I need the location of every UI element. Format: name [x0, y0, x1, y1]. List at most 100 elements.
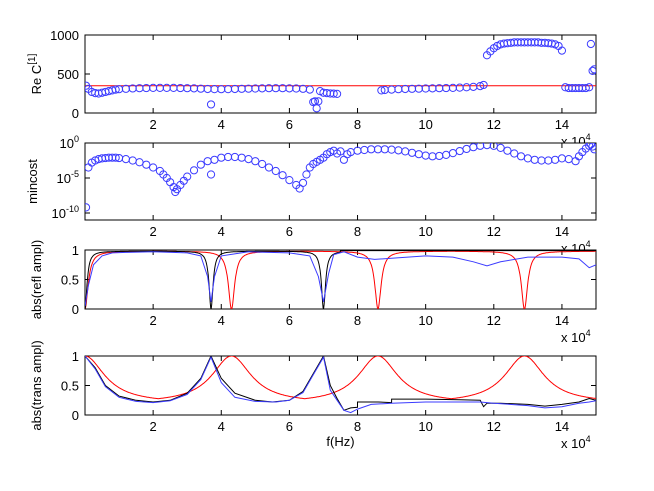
y-tick-label: 500	[57, 67, 79, 82]
data-point	[183, 172, 192, 181]
data-point	[581, 83, 590, 93]
y-tick-base: 10	[60, 136, 74, 151]
x-exponent-label: x 104	[561, 328, 591, 345]
x-tick-label: 2	[150, 419, 157, 434]
axes-box	[84, 142, 597, 221]
data-point	[258, 159, 267, 169]
data-layer	[85, 143, 596, 212]
x-exponent-label: x 104	[561, 434, 591, 451]
x-tick-label: 6	[286, 313, 293, 328]
data-point	[329, 89, 338, 98]
y-tick-label: 10-10	[52, 204, 79, 221]
y-tick-base: 10	[52, 206, 66, 221]
data-point	[377, 86, 386, 95]
y-tick-label: 0	[72, 302, 79, 317]
x-exponent-power: 4	[586, 239, 591, 249]
x-tick-label: 6	[286, 419, 293, 434]
y-axis-label-text: abs(refl ampl)	[29, 240, 44, 319]
x-tick-label: 10	[418, 419, 432, 434]
y-axis-label-text: mincost	[25, 159, 40, 204]
data-point	[111, 85, 120, 94]
series-line-blue	[85, 356, 596, 414]
y-axis-label: abs(trans ampl)	[29, 340, 44, 430]
axes-box	[84, 34, 597, 114]
data-layer	[85, 250, 596, 309]
y-tick-exp: 0	[74, 134, 79, 144]
y-tick-label: 1000	[50, 28, 79, 43]
data-point	[336, 147, 345, 156]
y-axis-label: mincost	[25, 159, 40, 204]
x-tick-label: 2	[150, 313, 157, 328]
x-tick-label: 6	[286, 117, 293, 132]
x-tick-label: 12	[487, 224, 501, 239]
series-line-blue	[85, 251, 596, 307]
data-point	[302, 170, 311, 179]
x-tick-label: 10	[418, 224, 432, 239]
data-point	[251, 157, 260, 166]
x-tick-label: 4	[218, 117, 225, 132]
y-tick-base: 10	[57, 171, 71, 186]
y-tick-label: 1	[72, 243, 79, 258]
data-point	[585, 83, 594, 92]
y-axis-label-text: abs(trans ampl)	[29, 340, 44, 430]
data-point	[332, 89, 342, 98]
data-point	[285, 176, 294, 185]
y-tick-label: 1	[72, 349, 79, 364]
data-point	[314, 97, 323, 106]
data-point	[278, 171, 287, 180]
y-tick-label: 0.5	[61, 273, 79, 288]
x-tick-label: 14	[555, 117, 569, 132]
data-point	[206, 170, 216, 179]
x-tick-label: 12	[487, 313, 501, 328]
data-point	[149, 163, 158, 172]
data-layer	[85, 356, 596, 414]
x-tick-label: 12	[487, 419, 501, 434]
data-point	[305, 85, 314, 94]
x-exponent-base: x 10	[561, 330, 586, 345]
x-tick-label: 4	[218, 313, 225, 328]
y-tick-exp: -10	[66, 204, 79, 214]
x-tick-label: 12	[487, 117, 501, 132]
data-layer	[85, 38, 596, 113]
x-tick-label: 4	[218, 419, 225, 434]
x-tick-label: 14	[555, 313, 569, 328]
x-tick-label: 6	[286, 224, 293, 239]
x-tick-label: 10	[418, 313, 432, 328]
x-exponent-power: 4	[586, 132, 591, 142]
y-tick-label: 0	[72, 106, 79, 121]
data-point	[590, 65, 596, 74]
y-tick-exp: -5	[71, 169, 79, 179]
x-tick-label: 8	[354, 224, 361, 239]
y-tick-label: 0	[72, 408, 79, 423]
data-point	[479, 80, 488, 90]
x-tick-label: 8	[354, 313, 361, 328]
x-exponent-power: 4	[586, 328, 591, 338]
data-point	[111, 153, 120, 162]
data-point	[586, 39, 595, 49]
data-point	[206, 100, 216, 109]
x-tick-label: 14	[555, 224, 569, 239]
y-tick-label: 100	[60, 134, 79, 151]
x-exponent-power: 4	[586, 434, 591, 444]
x-tick-label: 2	[150, 224, 157, 239]
y-axis-label-sup: [1]	[27, 53, 38, 64]
x-tick-label: 8	[354, 419, 361, 434]
data-point	[298, 178, 308, 187]
x-tick-label: 8	[354, 117, 361, 132]
x-tick-label: 4	[218, 224, 225, 239]
data-point	[142, 160, 151, 169]
data-point	[476, 81, 485, 91]
data-point	[510, 149, 519, 158]
y-tick-label: 0.5	[61, 379, 79, 394]
data-point	[496, 143, 505, 152]
data-point	[196, 160, 205, 169]
x-tick-label: 2	[150, 117, 157, 132]
data-point	[588, 66, 596, 75]
data-point	[588, 143, 596, 151]
data-point	[271, 166, 280, 176]
series-line-red	[85, 356, 596, 400]
data-point	[85, 203, 91, 212]
